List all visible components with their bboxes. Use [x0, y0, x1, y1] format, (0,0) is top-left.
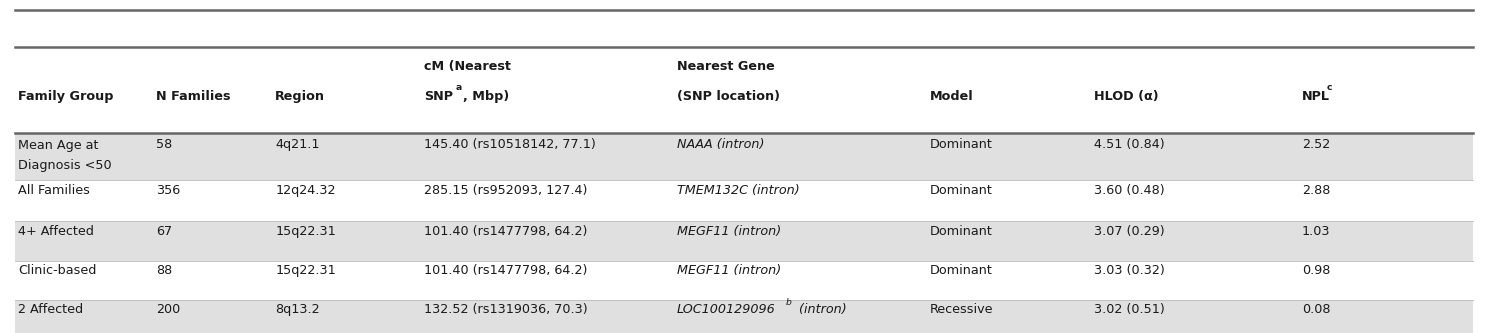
- Text: SNP: SNP: [424, 90, 452, 103]
- Text: NAAA (intron): NAAA (intron): [677, 138, 765, 152]
- Text: 4q21.1: 4q21.1: [275, 138, 320, 152]
- Text: 0.98: 0.98: [1302, 264, 1330, 277]
- Text: Recessive: Recessive: [930, 303, 994, 316]
- Text: 8q13.2: 8q13.2: [275, 303, 320, 316]
- Text: 132.52 (rs1319036, 70.3): 132.52 (rs1319036, 70.3): [424, 303, 588, 316]
- Bar: [15, 261, 1473, 300]
- Text: a: a: [457, 83, 463, 92]
- Text: 3.60 (0.48): 3.60 (0.48): [1094, 184, 1164, 197]
- Bar: [15, 180, 1473, 221]
- Text: TMEM132C (intron): TMEM132C (intron): [677, 184, 799, 197]
- Text: 2.88: 2.88: [1302, 184, 1330, 197]
- Text: Dominant: Dominant: [930, 264, 992, 277]
- Text: b: b: [786, 298, 792, 307]
- Text: 0.08: 0.08: [1302, 303, 1330, 316]
- Text: Family Group: Family Group: [18, 90, 113, 103]
- Bar: [15, 133, 1473, 180]
- Text: Model: Model: [930, 90, 973, 103]
- Text: 88: 88: [156, 264, 173, 277]
- Text: 15q22.31: 15q22.31: [275, 264, 336, 277]
- Text: 1.03: 1.03: [1302, 225, 1330, 238]
- Text: Dominant: Dominant: [930, 184, 992, 197]
- Text: cM (Nearest: cM (Nearest: [424, 60, 510, 73]
- Text: HLOD (α): HLOD (α): [1094, 90, 1158, 103]
- Text: 58: 58: [156, 138, 173, 152]
- Text: 2.52: 2.52: [1302, 138, 1330, 152]
- Text: (intron): (intron): [795, 303, 847, 316]
- Text: 3.02 (0.51): 3.02 (0.51): [1094, 303, 1165, 316]
- Text: MEGF11 (intron): MEGF11 (intron): [677, 225, 781, 238]
- Text: 2 Affected: 2 Affected: [18, 303, 83, 316]
- Text: 12q24.32: 12q24.32: [275, 184, 336, 197]
- Text: (SNP location): (SNP location): [677, 90, 780, 103]
- Bar: [15, 221, 1473, 261]
- Bar: [15, 300, 1473, 333]
- Text: 4.51 (0.84): 4.51 (0.84): [1094, 138, 1164, 152]
- Text: Clinic-based: Clinic-based: [18, 264, 97, 277]
- Text: 3.07 (0.29): 3.07 (0.29): [1094, 225, 1164, 238]
- Text: 101.40 (rs1477798, 64.2): 101.40 (rs1477798, 64.2): [424, 264, 588, 277]
- Text: N Families: N Families: [156, 90, 231, 103]
- Text: Dominant: Dominant: [930, 225, 992, 238]
- Text: 200: 200: [156, 303, 180, 316]
- Text: 285.15 (rs952093, 127.4): 285.15 (rs952093, 127.4): [424, 184, 588, 197]
- Text: 67: 67: [156, 225, 173, 238]
- Text: Dominant: Dominant: [930, 138, 992, 152]
- Text: c: c: [1327, 83, 1332, 92]
- Text: 145.40 (rs10518142, 77.1): 145.40 (rs10518142, 77.1): [424, 138, 595, 152]
- Text: 15q22.31: 15q22.31: [275, 225, 336, 238]
- Text: Diagnosis <50: Diagnosis <50: [18, 159, 112, 172]
- Text: 4+ Affected: 4+ Affected: [18, 225, 94, 238]
- Text: , Mbp): , Mbp): [463, 90, 509, 103]
- Text: All Families: All Families: [18, 184, 89, 197]
- Text: 101.40 (rs1477798, 64.2): 101.40 (rs1477798, 64.2): [424, 225, 588, 238]
- Text: Mean Age at: Mean Age at: [18, 139, 98, 152]
- Text: Nearest Gene: Nearest Gene: [677, 60, 775, 73]
- Text: LOC100129096: LOC100129096: [677, 303, 775, 316]
- Text: 356: 356: [156, 184, 180, 197]
- Text: Region: Region: [275, 90, 326, 103]
- Text: MEGF11 (intron): MEGF11 (intron): [677, 264, 781, 277]
- Text: NPL: NPL: [1302, 90, 1330, 103]
- Text: 3.03 (0.32): 3.03 (0.32): [1094, 264, 1165, 277]
